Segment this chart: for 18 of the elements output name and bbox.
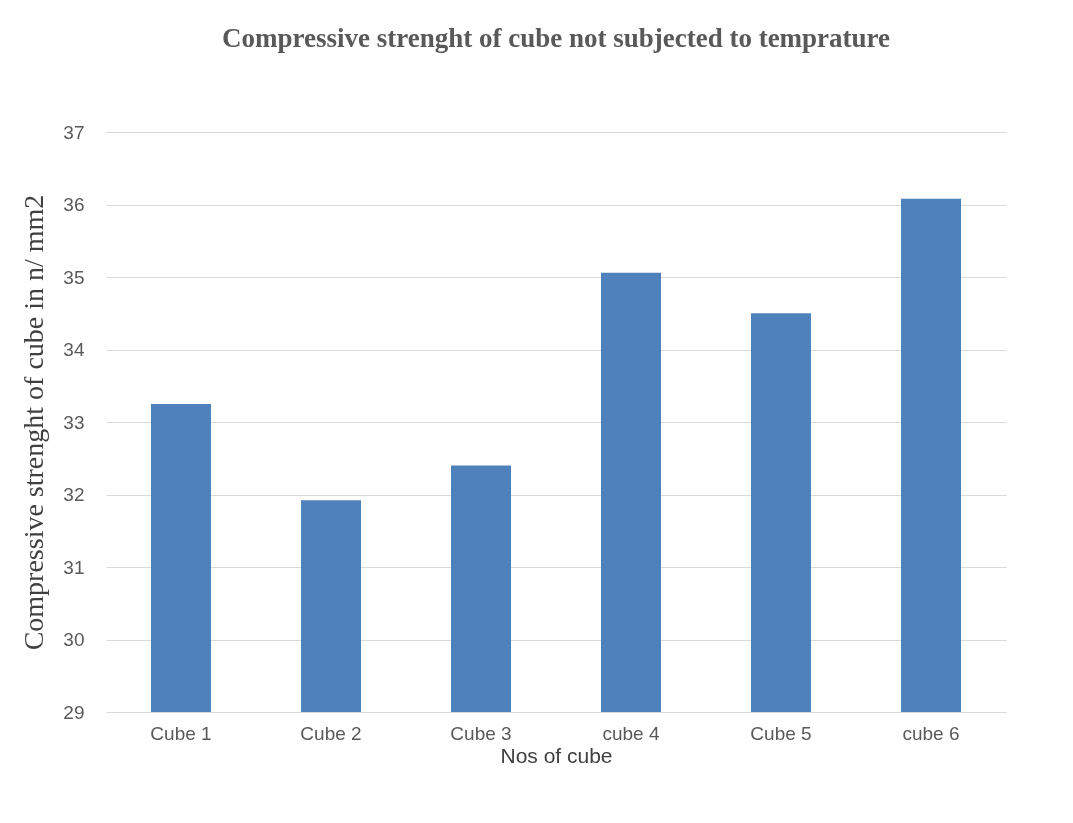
y-tick-label: 36 <box>63 194 85 215</box>
y-tick-label: 37 <box>63 121 85 143</box>
y-tick-label: 34 <box>63 339 85 360</box>
x-axis-title: Nos of cube <box>500 743 613 767</box>
y-tick-label: 32 <box>63 484 85 505</box>
x-tick-label: cube 4 <box>602 722 660 744</box>
x-tick-label: Cube 3 <box>450 722 512 744</box>
y-tick-label: 30 <box>63 629 85 650</box>
x-tick-label: cube 6 <box>902 722 960 744</box>
x-tick-label: Cube 1 <box>150 722 212 744</box>
y-axis-title: Compressive strenght of cube in n/ mm2 <box>18 194 50 651</box>
y-tick-label: 31 <box>63 556 85 578</box>
y-tick-label: 33 <box>63 411 85 433</box>
x-tick-label: Cube 5 <box>750 722 812 744</box>
y-tick-label: 29 <box>63 701 85 723</box>
x-tick-label: Cube 2 <box>300 722 362 744</box>
chart-title: Compressive strenght of cube not subjected to temprature <box>221 23 891 53</box>
y-tick-label: 35 <box>63 266 85 288</box>
